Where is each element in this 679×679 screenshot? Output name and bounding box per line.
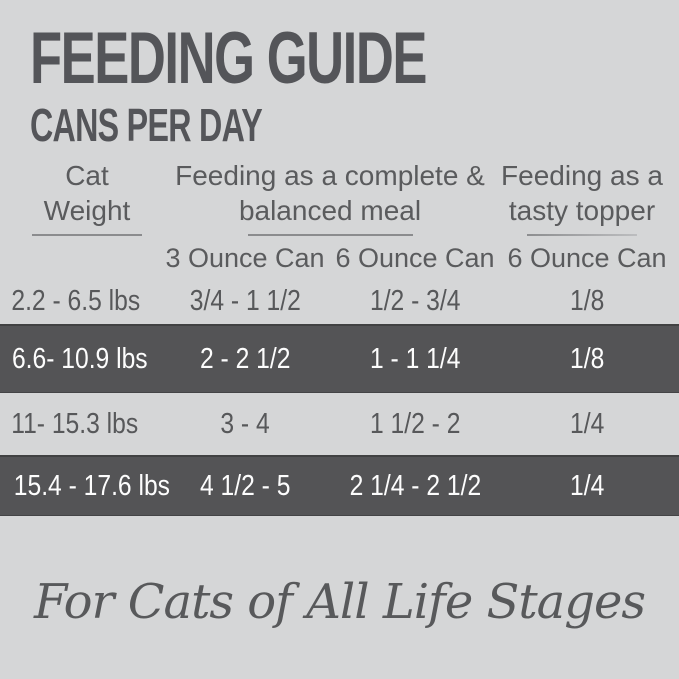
meal-3oz-value: 2 - 2 1/2 xyxy=(199,342,291,375)
cat-weight-label-line1: Cat xyxy=(65,160,109,191)
weight-cell: 11- 15.3 lbs xyxy=(0,408,155,441)
meal-3oz-value: 3/4 - 1 1/2 xyxy=(189,284,301,317)
page-subtitle: CANS PER DAY xyxy=(30,99,263,151)
complete-meal-underline xyxy=(247,234,413,236)
meal-6oz-cell: 2 1/4 - 2 1/2 xyxy=(335,470,495,503)
weight-value: 11- 15.3 lbs xyxy=(11,407,139,440)
meal-6oz-value: 1 1/2 - 2 xyxy=(369,407,461,440)
complete-meal-label-line1: Feeding as a complete & xyxy=(175,160,485,191)
tasty-topper-label-line1: Feeding as a xyxy=(501,160,663,191)
topper-6oz-cell: 1/4 xyxy=(495,470,679,503)
table-row: 11- 15.3 lbs 3 - 4 1 1/2 - 2 1/4 xyxy=(0,393,679,455)
meal-6oz-cell: 1 1/2 - 2 xyxy=(335,408,495,441)
feeding-table: Cat Weight Feeding as a complete & balan… xyxy=(0,158,679,516)
col-header-cat-weight: Cat Weight xyxy=(0,158,155,238)
meal-3oz-value: 3 - 4 xyxy=(220,407,270,440)
table-row: 2.2 - 6.5 lbs 3/4 - 1 1/2 1/2 - 3/4 1/8 xyxy=(0,278,679,324)
meal-6oz-value: 1 - 1 1/4 xyxy=(369,342,461,375)
complete-meal-label-line2: balanced meal xyxy=(238,195,422,226)
page-title: FEEDING GUIDE xyxy=(30,18,427,99)
cat-weight-underline xyxy=(32,234,142,236)
topper-6oz-value: 1/4 xyxy=(569,407,605,440)
tasty-topper-label-line2: tasty topper xyxy=(508,195,656,226)
table-header-row: Cat Weight Feeding as a complete & balan… xyxy=(0,158,679,238)
meal-3oz-cell: 4 1/2 - 5 xyxy=(155,470,335,503)
tasty-topper-underline xyxy=(527,234,637,236)
subheader-6oz-can-topper: 6 Ounce Can xyxy=(507,242,667,273)
topper-6oz-cell: 1/8 xyxy=(495,343,679,376)
tagline-script-text: For Cats of All Life Stages xyxy=(33,574,646,630)
weight-value: 2.2 - 6.5 lbs xyxy=(11,284,141,317)
subheader-3oz-can: 3 Ounce Can xyxy=(165,242,325,273)
meal-3oz-cell: 3/4 - 1 1/2 xyxy=(155,285,335,318)
meal-6oz-value: 2 1/4 - 2 1/2 xyxy=(349,469,481,502)
meal-6oz-cell: 1/2 - 3/4 xyxy=(335,285,495,318)
col-header-complete-meal: Feeding as a complete & balanced meal xyxy=(155,158,495,238)
table-subheader-row: 3 Ounce Can 6 Ounce Can 6 Ounce Can xyxy=(0,238,679,278)
cat-weight-label-line2: Weight xyxy=(43,195,131,226)
meal-3oz-value: 4 1/2 - 5 xyxy=(199,469,291,502)
table-row: 6.6- 10.9 lbs 2 - 2 1/2 1 - 1 1/4 1/8 xyxy=(0,324,679,393)
weight-value: 6.6- 10.9 lbs xyxy=(11,342,148,375)
meal-6oz-cell: 1 - 1 1/4 xyxy=(335,343,495,376)
title-block: FEEDING GUIDE CANS PER DAY xyxy=(30,22,580,148)
topper-6oz-cell: 1/8 xyxy=(495,285,679,318)
topper-6oz-value: 1/8 xyxy=(569,284,605,317)
table-row: 15.4 - 17.6 lbs 4 1/2 - 5 2 1/4 - 2 1/2 … xyxy=(0,455,679,516)
col-header-tasty-topper: Feeding as a tasty topper xyxy=(495,158,679,238)
weight-cell: 6.6- 10.9 lbs xyxy=(0,343,155,376)
weight-cell: 2.2 - 6.5 lbs xyxy=(0,285,155,318)
weight-cell: 15.4 - 17.6 lbs xyxy=(0,470,170,503)
topper-6oz-value: 1/4 xyxy=(569,469,605,502)
weight-value: 15.4 - 17.6 lbs xyxy=(13,469,171,502)
topper-6oz-value: 1/8 xyxy=(569,342,605,375)
meal-3oz-cell: 2 - 2 1/2 xyxy=(155,343,335,376)
topper-6oz-cell: 1/4 xyxy=(495,408,679,441)
subheader-6oz-can-meal: 6 Ounce Can xyxy=(335,242,495,273)
meal-6oz-value: 1/2 - 3/4 xyxy=(369,284,461,317)
meal-3oz-cell: 3 - 4 xyxy=(155,408,335,441)
